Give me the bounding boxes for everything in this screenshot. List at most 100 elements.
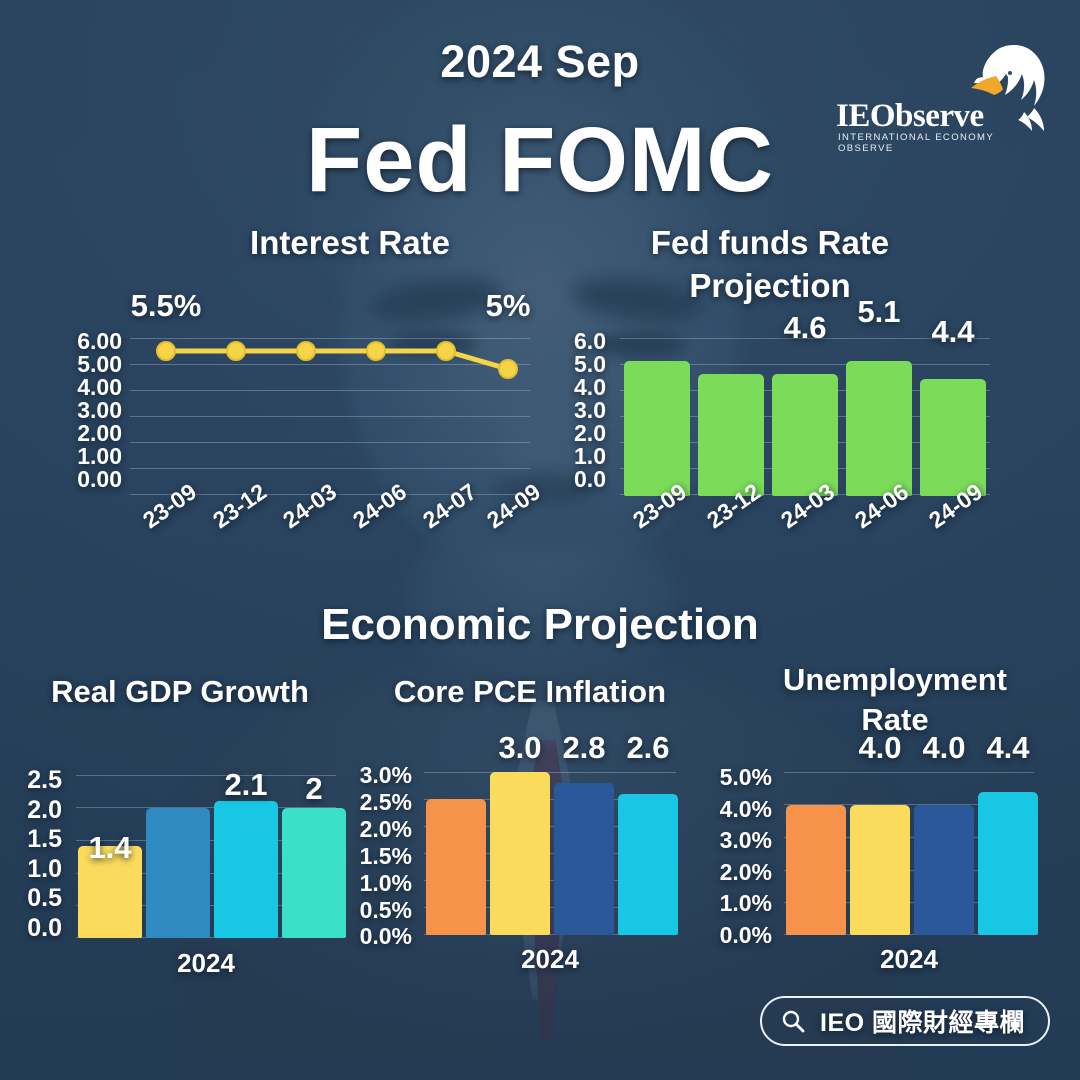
y-tick: 2.0 bbox=[27, 795, 62, 824]
interest-rate-line-series bbox=[156, 341, 518, 379]
gridline bbox=[784, 804, 1034, 805]
gridline bbox=[76, 775, 336, 776]
fed-funds-chart-title-line2: Projection bbox=[689, 266, 851, 304]
eagle-head-icon bbox=[938, 42, 1050, 146]
bar-value-label: 2 bbox=[305, 771, 323, 806]
economic-projection-heading: Economic Projection bbox=[321, 600, 759, 649]
y-tick: 4.00 bbox=[77, 374, 122, 400]
bar bbox=[772, 374, 838, 496]
core-pce-chart-title: Core PCE Inflation bbox=[393, 674, 667, 709]
bar-value-label: 4.4 bbox=[986, 730, 1030, 765]
fed-funds-plot-area: 4.6 5.1 4.4 bbox=[620, 294, 990, 496]
fed-funds-chart-title-line1: Fed funds Rate bbox=[650, 224, 890, 261]
bar-value-label: 4.0 bbox=[858, 730, 902, 765]
y-tick: 1.0 bbox=[574, 443, 606, 469]
core-pce-y-axis: 3.0% 2.5% 2.0% 1.5% 1.0% 0.5% 0.0% bbox=[340, 762, 412, 950]
y-tick: 0.0% bbox=[719, 921, 772, 948]
unemployment-plot-area: 4.0 4.0 4.4 bbox=[784, 730, 1038, 935]
y-tick: 0.5 bbox=[27, 884, 62, 912]
y-tick: 4.0% bbox=[719, 795, 772, 822]
gridline bbox=[130, 416, 530, 417]
gridline bbox=[424, 772, 676, 773]
bar bbox=[920, 379, 986, 496]
y-tick: 2.00 bbox=[77, 420, 122, 446]
y-tick: 1.0% bbox=[359, 869, 412, 896]
interest-rate-point-label-end: 5% bbox=[485, 288, 531, 323]
y-tick: 0.0 bbox=[27, 913, 62, 942]
y-tick: 5.0% bbox=[719, 764, 772, 790]
y-tick: 2.0 bbox=[574, 420, 606, 446]
bar bbox=[914, 805, 974, 935]
bar bbox=[618, 794, 678, 935]
interest-rate-plot-area: 5.5% 5% bbox=[130, 288, 530, 496]
y-tick: 6.0 bbox=[574, 328, 606, 354]
search-icon bbox=[780, 1008, 806, 1034]
bar bbox=[282, 808, 346, 938]
gridline bbox=[130, 468, 530, 469]
bar bbox=[214, 801, 278, 938]
gridline bbox=[424, 880, 676, 881]
y-tick: 3.0% bbox=[719, 827, 772, 853]
gridline bbox=[424, 934, 676, 935]
unemployment-y-axis: 5.0% 4.0% 3.0% 2.0% 1.0% 0.0% bbox=[700, 762, 772, 951]
y-tick: 5.00 bbox=[77, 351, 122, 377]
y-tick: 3.0% bbox=[359, 762, 412, 788]
core-pce-plot-area: 3.0 2.8 2.6 bbox=[424, 730, 678, 935]
fed-funds-chart-title: Fed funds Rate Projection bbox=[570, 222, 970, 308]
bar-value-label: 5.1 bbox=[857, 294, 901, 329]
interest-rate-y-axis: 6.00 5.00 4.00 3.00 2.00 1.00 0.00 bbox=[40, 330, 122, 491]
interest-rate-point-label-start: 5.5% bbox=[130, 288, 202, 323]
bar-value-label: 4.6 bbox=[783, 310, 827, 345]
logo-wordmark: IEObserve bbox=[836, 98, 984, 134]
bar bbox=[146, 808, 210, 938]
brand-logo: IEObserve INTERNATIONAL ECONOMY OBSERVE bbox=[832, 42, 1052, 154]
gridline bbox=[130, 364, 530, 365]
y-tick: 4.0 bbox=[574, 374, 606, 400]
bar bbox=[698, 374, 764, 496]
bar-value-label: 1.4 bbox=[88, 830, 132, 865]
y-tick: 2.0% bbox=[719, 858, 772, 885]
bar-value-label: 2.6 bbox=[626, 730, 670, 765]
unemployment-x-axis-label: 2024 bbox=[880, 944, 938, 974]
bar bbox=[490, 772, 550, 935]
page-title: Fed FOMC bbox=[306, 109, 774, 211]
gridline bbox=[130, 442, 530, 443]
y-tick: 2.5 bbox=[27, 766, 62, 794]
bar bbox=[846, 361, 912, 496]
real-gdp-plot-area: 1.4 2.1 2 bbox=[76, 767, 346, 938]
y-tick: 0.00 bbox=[77, 466, 122, 492]
bar bbox=[978, 792, 1038, 935]
bar bbox=[426, 799, 486, 935]
gridline bbox=[130, 390, 530, 391]
bar-value-label: 4.4 bbox=[931, 314, 975, 349]
bar bbox=[554, 783, 614, 935]
y-tick: 0.0% bbox=[359, 923, 412, 950]
bar-value-label: 2.1 bbox=[224, 767, 268, 802]
gridline bbox=[620, 364, 990, 365]
unemployment-chart-title: Unemployment Rate bbox=[725, 660, 1065, 741]
gridline bbox=[424, 853, 676, 854]
unemployment-chart-title-line2: Rate bbox=[861, 702, 929, 738]
y-tick: 3.00 bbox=[77, 397, 122, 423]
y-tick: 2.5% bbox=[359, 788, 412, 815]
y-tick: 1.5% bbox=[359, 842, 412, 869]
real-gdp-chart-title: Real GDP Growth bbox=[51, 674, 309, 709]
bar bbox=[624, 361, 690, 496]
y-tick: 6.00 bbox=[77, 328, 122, 354]
bar bbox=[850, 805, 910, 935]
bar-value-label: 4.0 bbox=[922, 730, 966, 765]
y-tick: 1.0 bbox=[27, 854, 62, 883]
interest-rate-x-axis: 23-09 23-12 24-03 24-06 24-07 24-09 bbox=[130, 478, 545, 576]
bar bbox=[786, 805, 846, 935]
fed-funds-x-axis: 23-09 23-12 24-03 24-06 24-09 bbox=[620, 478, 990, 576]
y-tick: 0.5% bbox=[359, 896, 412, 923]
real-gdp-y-axis: 2.5 2.0 1.5 1.0 0.5 0.0 bbox=[0, 766, 62, 943]
y-tick: 5.0 bbox=[574, 351, 606, 377]
bar bbox=[78, 846, 142, 938]
y-tick: 0.0 bbox=[574, 466, 606, 492]
y-tick: 2.0% bbox=[359, 815, 412, 842]
logo-tagline: INTERNATIONAL ECONOMY OBSERVE bbox=[838, 132, 994, 154]
y-tick: 1.0% bbox=[719, 890, 772, 916]
footer-handle-badge[interactable]: IEO 國際財經專欄 bbox=[760, 996, 1050, 1046]
gridline bbox=[620, 338, 990, 339]
